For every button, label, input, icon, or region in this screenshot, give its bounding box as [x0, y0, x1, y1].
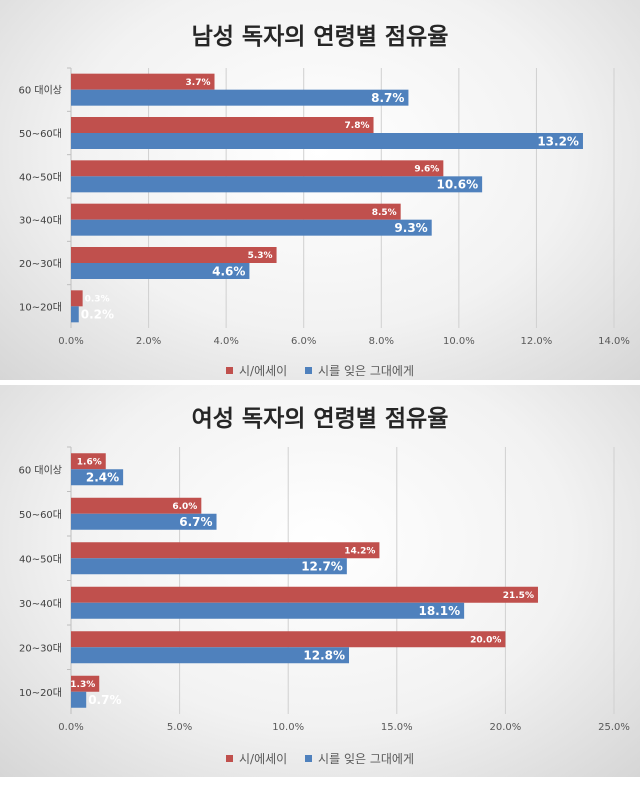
bar-series-2	[71, 133, 583, 149]
bar-series-2	[71, 219, 432, 236]
data-label: 13.2%	[537, 134, 579, 148]
x-tick-label: 0.0%	[58, 336, 83, 347]
bar-series-1	[71, 586, 538, 603]
data-label: 12.8%	[303, 649, 345, 663]
bar-series-2	[71, 602, 465, 619]
data-label: 3.7%	[186, 78, 211, 88]
bar-series-2	[71, 558, 347, 575]
bar-series-2	[71, 513, 217, 530]
x-tick-label: 4.0%	[213, 336, 238, 347]
x-tick-label: 0.0%	[58, 722, 83, 733]
data-label: 21.5%	[503, 591, 534, 601]
bar-series-1	[71, 675, 100, 692]
legend-item-series-2: 시를 잊은 그대에게	[305, 750, 414, 767]
bar-series-1	[71, 631, 506, 648]
data-label: 14.2%	[344, 546, 375, 556]
bar-series-1	[71, 247, 277, 263]
bar-series-1	[71, 117, 374, 133]
y-tick-label: 60 대이상	[18, 85, 62, 97]
x-tick-label: 14.0%	[598, 336, 630, 347]
legend-item-series-2: 시를 잊은 그대에게	[305, 362, 414, 379]
chart-panel-female: 여성 독자의 연령별 점유율 0.0% 5.0% 10.0% 15.0% 20.0% 25…	[0, 385, 640, 777]
x-tick-label: 10.0%	[272, 722, 304, 733]
x-tick-label: 12.0%	[521, 336, 553, 347]
data-label: 6.0%	[172, 502, 197, 512]
x-tick-label: 15.0%	[381, 722, 413, 733]
x-tick-label: 5.0%	[167, 722, 192, 733]
x-tick-label: 8.0%	[369, 336, 394, 347]
y-tick-label: 20~30대	[19, 642, 62, 654]
bar-series-2	[71, 691, 87, 708]
data-label: 5.3%	[248, 251, 273, 261]
bar-series-1	[71, 203, 401, 220]
data-label: 0.3%	[85, 295, 110, 305]
x-tick-label: 2.0%	[136, 336, 161, 347]
data-label: 4.6%	[212, 264, 245, 278]
y-tick-label: 30~40대	[19, 215, 62, 227]
bar-series-1	[71, 542, 380, 559]
legend-label: 시를 잊은 그대에게	[318, 364, 414, 378]
legend-swatch	[226, 367, 233, 374]
bar-series-2	[71, 306, 79, 323]
x-tick-label: 10.0%	[443, 336, 475, 347]
legend-swatch	[305, 367, 313, 374]
data-label: 8.5%	[372, 208, 397, 218]
chart-plot: 0.0% 5.0% 10.0% 15.0% 20.0% 25.0% 60 대이상 1.6% 2.…	[18, 446, 630, 733]
data-label: 0.7%	[88, 693, 121, 707]
legend-item-series-1: 시/에세이	[226, 750, 287, 767]
data-label: 18.1%	[418, 604, 460, 618]
bar-series-1	[71, 453, 106, 470]
data-label: 12.7%	[301, 560, 343, 574]
y-tick-label: 40~50대	[19, 553, 62, 565]
data-label: 1.3%	[70, 680, 95, 690]
bar-series-1	[71, 497, 202, 514]
x-tick-label: 6.0%	[291, 336, 316, 347]
chart-panel-male: 남성 독자의 연령별 점유율 0.0% 2.0% 4.0% 6.0% 8.0% 10.0%…	[0, 0, 640, 380]
chart-legend: 시/에세이 시를 잊은 그대에게	[0, 362, 640, 379]
bar-series-2	[71, 647, 350, 664]
data-label: 7.8%	[345, 121, 370, 131]
legend-item-series-1: 시/에세이	[226, 362, 287, 379]
data-label: 9.6%	[414, 165, 439, 175]
data-label: 1.6%	[77, 457, 102, 467]
y-tick-label: 50~60대	[19, 128, 62, 140]
x-tick-label: 25.0%	[598, 722, 630, 733]
y-tick-label: 30~40대	[19, 598, 62, 610]
legend-swatch	[226, 755, 233, 762]
legend-label: 시/에세이	[239, 364, 288, 378]
y-tick-label: 10~20대	[19, 687, 62, 699]
bar-series-1	[71, 290, 83, 307]
y-tick-label: 10~20대	[19, 301, 62, 313]
y-tick-label: 50~60대	[19, 509, 62, 521]
y-tick-label: 20~30대	[19, 258, 62, 270]
data-label: 2.4%	[86, 471, 119, 485]
chart-title: 남성 독자의 연령별 점유율	[191, 24, 449, 50]
chart-legend: 시/에세이 시를 잊은 그대에게	[0, 750, 640, 767]
x-tick-label: 20.0%	[490, 722, 522, 733]
legend-label: 시를 잊은 그대에게	[318, 752, 414, 766]
y-tick-label: 60 대이상	[18, 464, 62, 476]
data-label: 20.0%	[470, 635, 501, 645]
data-label: 8.7%	[371, 91, 404, 105]
legend-swatch	[305, 755, 313, 762]
bar-series-2	[71, 469, 124, 486]
chart-plot: 0.0% 2.0% 4.0% 6.0% 8.0% 10.0% 12.0% 14.0% 60 대이…	[18, 67, 630, 347]
bar-series-2	[71, 263, 250, 279]
y-tick-label: 40~50대	[19, 171, 62, 183]
legend-label: 시/에세이	[239, 752, 288, 766]
data-label: 6.7%	[179, 515, 212, 529]
chart-title: 여성 독자의 연령별 점유율	[191, 406, 449, 432]
bar-series-2	[71, 176, 483, 193]
data-label: 9.3%	[394, 221, 427, 235]
data-label: 10.6%	[436, 178, 478, 192]
data-label: 0.2%	[81, 308, 114, 322]
bar-series-2	[71, 89, 409, 106]
bar-series-1	[71, 73, 215, 90]
bar-series-1	[71, 160, 444, 177]
